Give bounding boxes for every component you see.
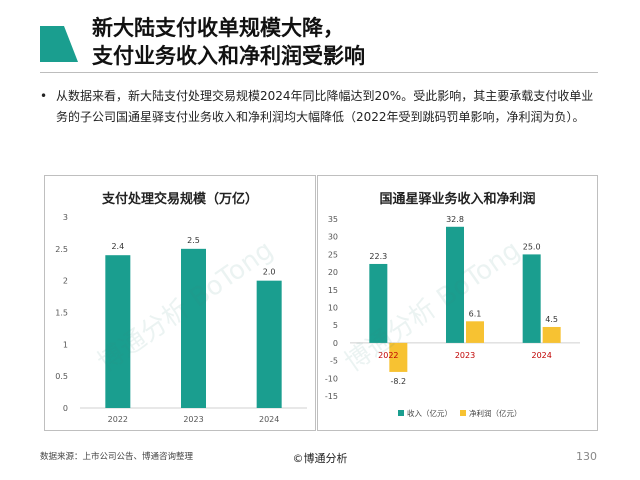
y-tick-label: 0.5 (55, 372, 68, 381)
chart-left-canvas: 0 0.5 1 1.5 2 2.5 3 2.4 2022 2.5 2023 2.0 2024 (55, 213, 307, 424)
legend-swatch-profit (460, 410, 466, 416)
x-tick-label: 2023 (183, 415, 203, 424)
x-tick-label: 2022 (108, 415, 128, 424)
y-tick-label: -10 (325, 374, 338, 383)
summary-text: 从数据来看，新大陆支付处理交易规模2024年同比降幅达到20%。受此影响，其主要… (56, 89, 594, 124)
bar-value-label: 2.5 (187, 236, 200, 245)
bar-2024 (256, 280, 282, 408)
bar-profit-2024 (542, 326, 561, 343)
x-tick-label: 2024 (531, 351, 551, 360)
bar-2023 (181, 248, 206, 408)
chart-right-canvas: -15 -10 -5 0 5 10 15 20 25 30 35 22.3 -8.2 2022 32.8 6.… (325, 215, 580, 418)
y-tick-label: 35 (328, 215, 338, 224)
y-tick-label: -15 (325, 392, 338, 401)
chart-title: 国通星驿业务收入和净利润 (379, 192, 536, 207)
bar-value-label: 6.1 (469, 309, 482, 318)
page-title-line-1: 新大陆支付收单规模大降， (92, 16, 344, 40)
chart-revenue-profit: 国通星驿业务收入和净利润 -15 -10 -5 0 5 10 15 20 25 30 35 22.3-… (317, 175, 598, 431)
bar-value-label: 22.3 (369, 252, 387, 261)
y-tick-label: 0 (63, 404, 68, 413)
bar-revenue-2024 (522, 254, 541, 343)
page-title: 新大陆支付收单规模大降， 支付业务收入和净利润受影响 (92, 14, 632, 70)
legend-swatch-revenue (398, 410, 404, 416)
y-tick-label: 1 (63, 340, 68, 349)
bar-profit-2022 (389, 342, 408, 372)
bar-value-label: -8.2 (391, 377, 407, 386)
bar-revenue-2022 (369, 263, 388, 343)
y-tick-label: 15 (328, 286, 338, 295)
page-number: 130 (576, 450, 597, 463)
x-tick-label: 2024 (259, 415, 279, 424)
bar-revenue-2023 (446, 226, 464, 343)
y-tick-label: 2.5 (55, 245, 68, 254)
y-tick-label: 0 (333, 339, 338, 348)
bar-value-label: 32.8 (446, 215, 464, 224)
data-source: 数据来源：上市公司公告、博通咨询整理 (40, 452, 194, 462)
chart-transaction-volume: 支付处理交易规模（万亿） 0 0.5 1 1.5 2 2.5 3 2.4 2022 2.5 2023… (44, 175, 316, 431)
y-tick-label: 3 (63, 213, 68, 222)
page-title-line-2: 支付业务收入和净利润受影响 (92, 44, 365, 68)
bar-value-label: 25.0 (523, 242, 541, 251)
bar-profit-2023 (466, 321, 484, 343)
y-tick-label: 20 (328, 268, 338, 277)
summary-bullet: • (40, 89, 48, 103)
footer-brand: ©博通分析 (292, 452, 348, 465)
bar-value-label: 4.5 (545, 315, 558, 324)
y-tick-label: -5 (330, 357, 338, 366)
x-tick-label: 2023 (455, 351, 475, 360)
y-tick-label: 10 (328, 304, 338, 313)
title-divider (40, 72, 598, 73)
y-tick-label: 5 (333, 321, 338, 330)
legend-label-profit: 净利润（亿元） (469, 408, 522, 418)
bar-2022 (105, 255, 131, 408)
y-tick-label: 25 (328, 250, 338, 259)
y-tick-label: 2 (63, 277, 68, 286)
legend-label-revenue: 收入（亿元） (407, 408, 452, 418)
title-accent-shape (40, 26, 78, 62)
y-tick-label: 1.5 (55, 309, 68, 318)
y-tick-label: 30 (328, 233, 338, 242)
x-tick-label: 2022 (378, 351, 398, 360)
bar-value-label: 2.4 (111, 242, 124, 251)
chart-title: 支付处理交易规模（万亿） (101, 192, 258, 207)
bar-value-label: 2.0 (263, 268, 276, 277)
